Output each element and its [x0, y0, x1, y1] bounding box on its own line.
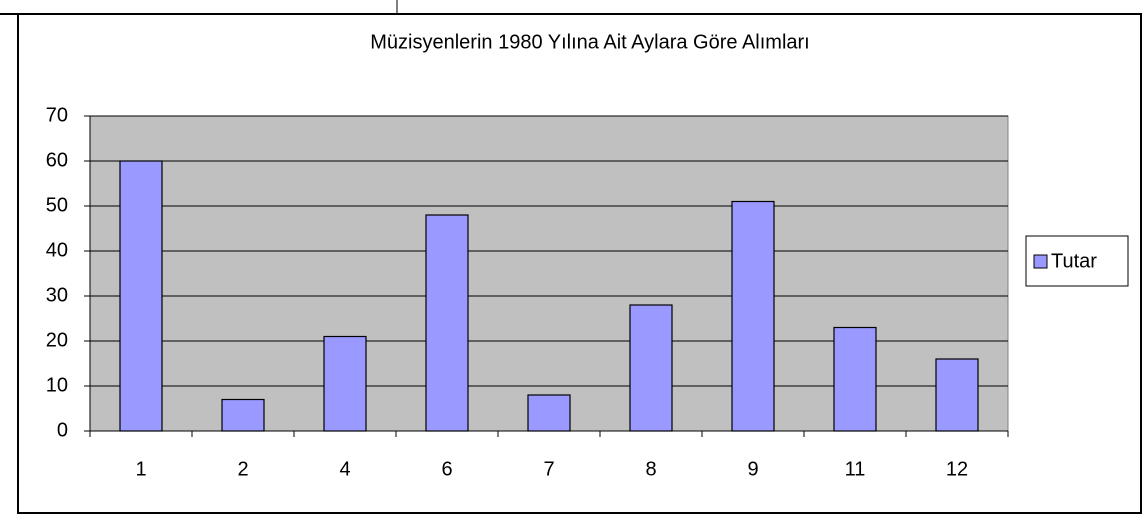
legend-label: Tutar [1051, 250, 1097, 272]
bar [731, 200, 775, 432]
bar [221, 398, 265, 432]
legend-swatch [1033, 254, 1048, 269]
y-tick-label: 10 [46, 374, 68, 396]
x-tick-label: 9 [747, 458, 758, 480]
x-tick-label: 2 [237, 458, 248, 480]
x-tick-label: 12 [946, 458, 968, 480]
x-tick-label: 7 [543, 458, 554, 480]
bar [629, 304, 673, 432]
x-tick-label: 1 [135, 458, 146, 480]
y-tick-label: 30 [46, 284, 68, 306]
x-tick-label: 11 [845, 458, 866, 480]
y-tick-label: 0 [57, 419, 68, 441]
y-tick-label: 60 [46, 149, 68, 171]
bar [425, 214, 469, 432]
y-tick-label: 20 [46, 329, 68, 351]
y-tick-label: 70 [46, 104, 68, 126]
bar [527, 394, 571, 432]
y-tick-label: 50 [46, 194, 68, 216]
y-tick-label: 40 [46, 239, 68, 261]
chart-title: Müzisyenlerin 1980 Yılına Ait Aylara Gör… [370, 31, 809, 53]
x-tick-label: 6 [441, 458, 452, 480]
bar [323, 335, 367, 432]
bar [833, 326, 877, 432]
bar [119, 160, 163, 432]
bar [935, 358, 979, 432]
x-tick-label: 8 [645, 458, 656, 480]
x-tick-label: 4 [339, 458, 350, 480]
